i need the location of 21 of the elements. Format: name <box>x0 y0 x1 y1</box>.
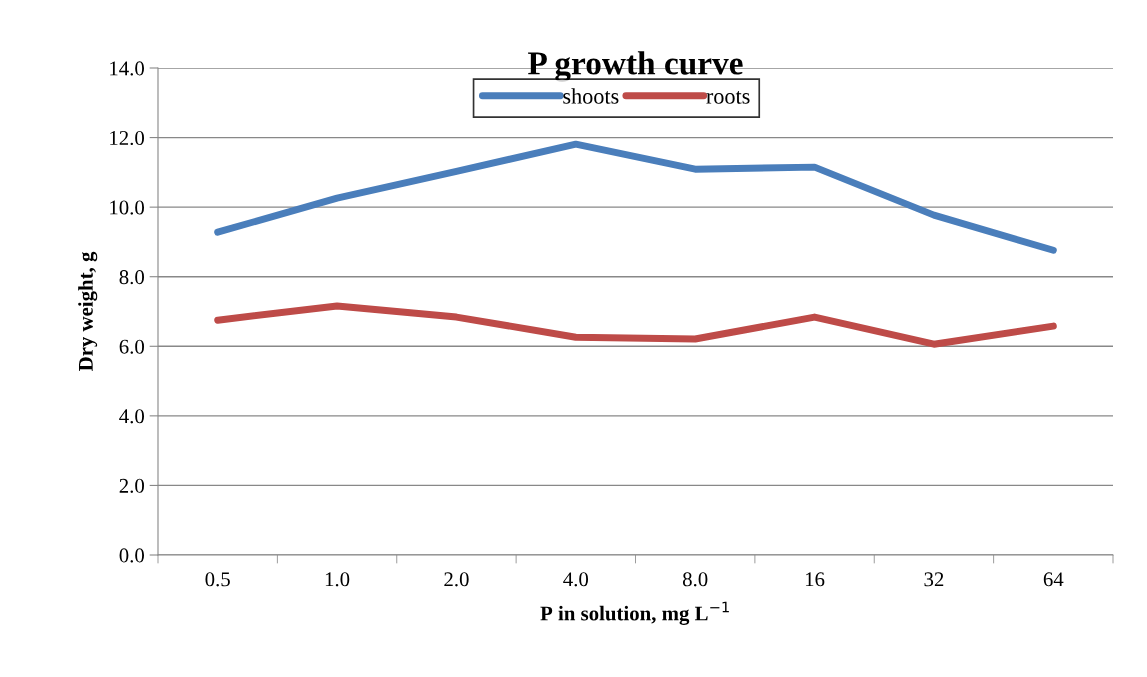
y-tick-label: 10.0 <box>110 200 145 215</box>
y-axis-title: Dry weight, g <box>78 251 98 372</box>
x-tick-label: 2.0 <box>444 572 469 587</box>
y-tick-label: 14.0 <box>110 61 145 76</box>
legend-label: shoots <box>563 88 619 104</box>
x-tick-label: 16 <box>805 572 825 587</box>
x-tick-label: 64 <box>1043 572 1064 587</box>
legend-label: roots <box>706 91 750 104</box>
x-tick-label: 1.0 <box>325 572 350 587</box>
y-tick-label: 8.0 <box>119 270 145 285</box>
x-axis-title: P in solution, mg L$^{−1}$ <box>540 601 729 625</box>
x-tick-label: 0.5 <box>205 572 230 587</box>
y-tick-label: 2.0 <box>119 478 145 493</box>
x-tick-label: 32 <box>924 572 944 587</box>
x-tick-label: 4.0 <box>563 572 589 587</box>
y-tick-label: 12.0 <box>110 130 145 146</box>
y-tick-label: 0.0 <box>119 548 145 563</box>
x-tick-label: 8.0 <box>682 572 708 587</box>
chart-title: P growth curve <box>528 51 743 82</box>
y-tick-label: 6.0 <box>119 339 145 354</box>
y-tick-label: 4.0 <box>119 409 145 424</box>
